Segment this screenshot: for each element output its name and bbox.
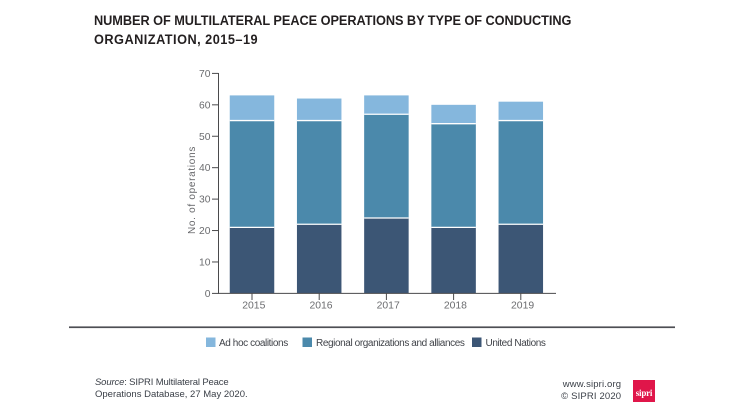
svg-text:10: 10 [199,257,211,268]
svg-text:2019: 2019 [511,301,534,312]
svg-text:0: 0 [205,289,211,300]
svg-text:60: 60 [199,100,211,111]
svg-text:50: 50 [199,132,211,143]
svg-text:30: 30 [199,195,211,206]
svg-text:United Nations: United Nations [486,338,546,349]
svg-text:20: 20 [199,226,211,237]
svg-text:Ad hoc coalitions: Ad hoc coalitions [219,338,288,349]
svg-text:Regional organizations and all: Regional organizations and alliances [316,338,465,349]
svg-text:70: 70 [199,69,211,80]
svg-text:No. of operations: No. of operations [187,146,198,234]
svg-text:2015: 2015 [242,301,265,312]
svg-text:40: 40 [199,163,211,174]
svg-text:2016: 2016 [309,301,332,312]
svg-text:2018: 2018 [444,301,467,312]
svg-text:2017: 2017 [377,301,400,312]
